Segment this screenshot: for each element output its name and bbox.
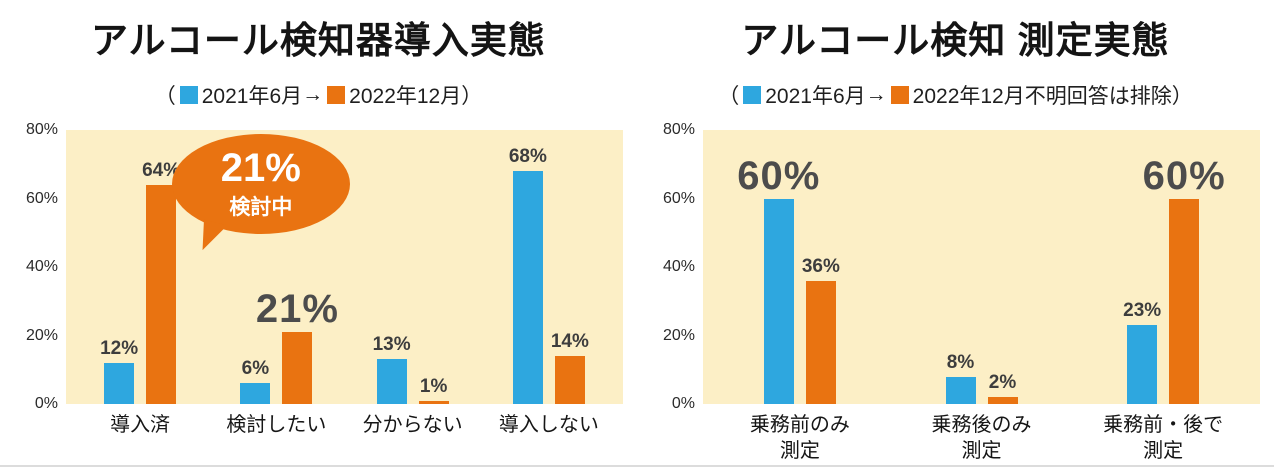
bar-2021年6月 xyxy=(376,359,407,404)
value-label: 23% xyxy=(1123,300,1162,322)
chart-detector-adoption: アルコール検知器導入実態 （ 2021年6月 → 2022年12月 ） 80% 6… xyxy=(0,0,637,465)
legend-swatch-2022-icon xyxy=(890,86,909,104)
value-label: 68% xyxy=(508,146,547,168)
y-axis: 80% 60% 40% 20% 0% xyxy=(651,121,703,412)
value-label: 1% xyxy=(419,375,448,397)
y-tick-label: 60% xyxy=(25,189,58,207)
y-tick-label: 20% xyxy=(25,326,58,344)
bar-2021年6月 xyxy=(512,171,543,404)
y-tick-label: 60% xyxy=(662,189,695,207)
category-label: 導入済 xyxy=(110,414,171,436)
legend-open-paren: （ xyxy=(154,85,176,108)
bar-column: 60% xyxy=(1143,130,1225,404)
chart-legend: （ 2021年6月 → 2022年12月 ） xyxy=(14,80,623,110)
bar-2021年6月 xyxy=(104,362,135,404)
chart-legend: （ 2021年6月 → 2022年12月 不明回答は排除） xyxy=(651,80,1260,110)
bar-column: 60% xyxy=(737,130,819,404)
bar-2021年6月 xyxy=(945,376,976,404)
value-label: 64% xyxy=(142,159,181,181)
category-label: 乗務後のみ 測定 xyxy=(931,414,1032,462)
bar-group: 12% 64% xyxy=(72,130,208,404)
y-tick-label: 0% xyxy=(34,395,58,412)
bar-2022年12月 xyxy=(146,184,177,404)
bar-group: 6% 21% xyxy=(208,130,344,404)
category-row: 乗務前のみ 測定 乗務後のみ 測定 乗務前・後で 測定 xyxy=(703,404,1260,464)
legend-close-paren: 不明回答は排除） xyxy=(1024,85,1193,108)
plot-area: 21% 検討中 12% 64% 6% 21% 13% 1% 68% 14% xyxy=(66,130,623,404)
category-label: 乗務前のみ 測定 xyxy=(749,414,850,462)
bar-2021年6月 xyxy=(763,198,794,404)
chart-title: アルコール検知器導入実態 xyxy=(91,20,546,61)
callout-bubble: 21% 検討中 xyxy=(171,134,350,255)
bar-column: 21% xyxy=(256,130,338,404)
y-tick-label: 80% xyxy=(662,121,695,138)
y-tick-label: 80% xyxy=(25,121,58,138)
plot-row: 80% 60% 40% 20% 0% 60% 36% 8% 2% 23% 60% xyxy=(651,121,1260,412)
legend-close-paren: ） xyxy=(461,85,483,108)
category-row: 導入済 検討したい 分からない 導入しない xyxy=(66,404,623,438)
legend-arrow-icon: → xyxy=(865,83,887,106)
bar-2021年6月 xyxy=(1127,325,1158,404)
legend-series1-label: 2021年6月 xyxy=(201,85,303,108)
legend-swatch-2021-icon xyxy=(743,86,762,104)
bar-2022年12月 xyxy=(987,397,1018,404)
bar-column: 68% xyxy=(509,130,547,404)
bar-2021年6月 xyxy=(240,383,271,404)
bar-column: 64% xyxy=(142,130,180,404)
value-label: 36% xyxy=(801,255,840,277)
bar-column: 23% xyxy=(1123,130,1161,404)
legend-swatch-2022-icon xyxy=(327,86,346,104)
bar-2022年12月 xyxy=(554,356,585,404)
y-tick-label: 40% xyxy=(25,258,58,275)
bar-group: 13% 1% xyxy=(345,130,481,404)
y-axis: 80% 60% 40% 20% 0% xyxy=(14,121,66,412)
category-label: 検討したい xyxy=(226,414,327,436)
value-label: 14% xyxy=(550,331,589,353)
bar-group: 23% 60% xyxy=(1072,130,1254,404)
bar-2022年12月 xyxy=(1169,198,1200,404)
callout-label: 検討中 xyxy=(229,195,293,219)
value-label: 21% xyxy=(255,287,339,332)
y-tick-label: 20% xyxy=(662,326,695,344)
bar-group: 68% 14% xyxy=(481,130,617,404)
value-label: 13% xyxy=(372,334,411,356)
chart-title: アルコール検知 測定実態 xyxy=(741,20,1170,61)
plot-area: 60% 36% 8% 2% 23% 60% xyxy=(703,130,1260,404)
y-tick-label: 0% xyxy=(671,395,695,412)
category-label: 分からない xyxy=(362,414,463,436)
bar-group: 60% 36% xyxy=(709,130,891,404)
y-tick-label: 40% xyxy=(662,258,695,275)
legend-series1-label: 2021年6月 xyxy=(765,85,866,108)
value-label: 60% xyxy=(1142,153,1226,198)
legend-series2-label: 2022年12月 xyxy=(912,85,1025,108)
value-label: 12% xyxy=(100,337,139,359)
bar-column: 12% xyxy=(100,130,138,404)
callout-value: 21% xyxy=(220,145,301,190)
bar-column: 6% xyxy=(240,130,271,404)
bar-column: 8% xyxy=(945,130,976,404)
legend-open-paren: （ xyxy=(718,85,740,108)
bar-column: 36% xyxy=(802,130,840,404)
legend-arrow-icon: → xyxy=(302,83,324,106)
bar-2022年12月 xyxy=(282,332,313,404)
value-label: 8% xyxy=(946,351,975,373)
chart-measurement-practice: アルコール検知 測定実態 （ 2021年6月 → 2022年12月 不明回答は排… xyxy=(637,0,1274,465)
value-label: 60% xyxy=(737,153,821,198)
bar-group: 8% 2% xyxy=(891,130,1073,404)
category-label: 乗務前・後で 測定 xyxy=(1103,414,1224,462)
category-label: 導入しない xyxy=(498,414,599,436)
value-label: 2% xyxy=(988,372,1017,394)
bar-2022年12月 xyxy=(418,400,449,404)
bar-column: 2% xyxy=(987,130,1018,404)
bar-column: 13% xyxy=(373,130,411,404)
legend-series2-label: 2022年12月 xyxy=(349,85,462,108)
bar-2022年12月 xyxy=(805,280,836,404)
bar-column: 1% xyxy=(418,130,449,404)
value-label: 6% xyxy=(241,358,270,380)
plot-row: 80% 60% 40% 20% 0% 21% 検討中 12% 64% 6% 21% 13% 1% 6… xyxy=(14,121,623,412)
legend-swatch-2021-icon xyxy=(179,86,198,104)
bar-column: 14% xyxy=(551,130,589,404)
